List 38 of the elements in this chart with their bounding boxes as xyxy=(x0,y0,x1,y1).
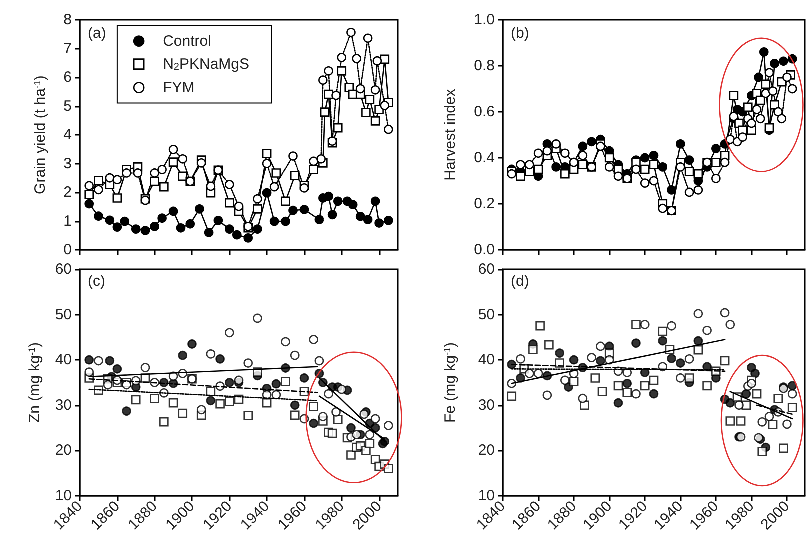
y-tick-label: 60 xyxy=(478,261,495,278)
y-axis-title: Grain yield (t ha-1) xyxy=(32,76,49,194)
y-tick-label: 30 xyxy=(478,396,495,414)
y-tick-label: 4 xyxy=(64,126,72,144)
y-axis-title: Zn (mg kg-1) xyxy=(26,342,44,424)
y-tick-label: 2 xyxy=(64,184,72,201)
y-tick-label: 0.8 xyxy=(474,58,495,74)
y-tick-label: 6 xyxy=(64,69,72,86)
y-tick-label: 0.6 xyxy=(474,104,495,120)
y-tick-label: 0.2 xyxy=(474,196,495,212)
y-tick-label: 7 xyxy=(64,40,72,58)
legend-label: N2PKNaMgS xyxy=(163,56,250,73)
y-tick-label: 30 xyxy=(55,396,72,414)
legend-label: Control xyxy=(163,32,212,50)
y-axis-title: Fe (mg kg-1) xyxy=(442,342,459,424)
y-tick-label: 5 xyxy=(64,98,72,115)
y-tick-label: 60 xyxy=(55,261,72,278)
legend-label: FYM xyxy=(163,79,195,96)
y-tick-label: 40 xyxy=(478,352,495,369)
y-tick-label: 0.4 xyxy=(474,150,495,166)
annotation: (d) xyxy=(511,273,530,290)
y-tick-label: 1.0 xyxy=(474,12,495,28)
y-tick-label: 50 xyxy=(55,306,72,324)
y-tick-label: 20 xyxy=(478,442,495,460)
y-tick-label: 10 xyxy=(478,488,495,504)
y-axis-title: Harvest index xyxy=(442,88,459,181)
y-tick-label: 8 xyxy=(64,12,72,28)
y-tick-label: 1 xyxy=(64,212,72,230)
y-tick-label: 3 xyxy=(64,155,72,172)
annotation: (c) xyxy=(88,273,106,290)
y-tick-label: 20 xyxy=(55,442,72,460)
annotation: (a) xyxy=(88,25,106,42)
y-tick-label: 0 xyxy=(64,242,72,258)
y-tick-label: 40 xyxy=(55,352,72,369)
y-tick-label: 10 xyxy=(55,488,72,504)
y-tick-label: 50 xyxy=(478,306,495,324)
y-tick-label: 0.0 xyxy=(474,242,495,258)
annotation: (b) xyxy=(511,25,530,42)
